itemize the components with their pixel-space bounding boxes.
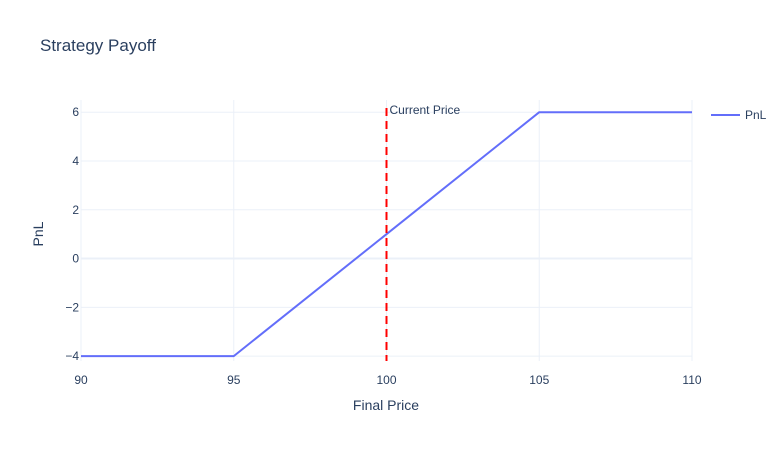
y-axis-title: PnL <box>30 221 46 246</box>
series-layer <box>81 111 692 358</box>
series-line-pnl <box>81 111 692 358</box>
x-tick-label: 100 <box>376 373 396 387</box>
annotation-layer: Current Price <box>385 103 461 361</box>
y-tick-label: 0 <box>72 252 79 266</box>
legend[interactable]: PnL <box>711 108 767 122</box>
x-axis-ticks: 90 95 100 105 110 <box>74 373 702 387</box>
y-axis-ticks: −4 −2 0 2 4 6 <box>65 105 79 363</box>
y-tick-label: 2 <box>72 203 79 217</box>
y-tick-label: 6 <box>72 105 79 119</box>
x-tick-label: 90 <box>74 373 88 387</box>
current-price-label: Current Price <box>390 103 461 117</box>
y-tick-label: 4 <box>72 154 79 168</box>
chart-title: Strategy Payoff <box>40 36 156 55</box>
legend-label-pnl: PnL <box>745 108 767 122</box>
y-tick-label: −4 <box>65 349 79 363</box>
x-tick-label: 110 <box>682 373 701 387</box>
y-tick-label: −2 <box>65 300 79 314</box>
x-tick-label: 95 <box>227 373 241 387</box>
x-tick-label: 105 <box>529 373 549 387</box>
x-axis-title: Final Price <box>353 397 419 413</box>
